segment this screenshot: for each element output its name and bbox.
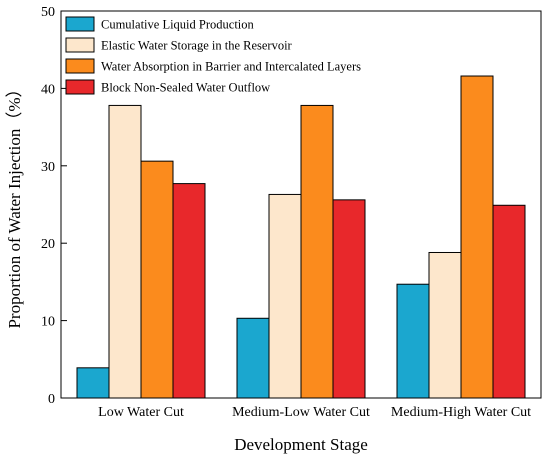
bar-1-2 bbox=[236, 317, 270, 399]
bar-3-2 bbox=[300, 104, 334, 399]
bar-1-1 bbox=[76, 367, 110, 399]
legend-label-2: Elastic Water Storage in the Reservoir bbox=[101, 39, 293, 53]
y-tick-label: 50 bbox=[41, 5, 55, 20]
legend: Cumulative Liquid Production Elastic Wate… bbox=[65, 16, 361, 95]
legend-swatch-1 bbox=[65, 16, 95, 32]
y-tick-label: 20 bbox=[41, 237, 55, 252]
y-tick-label: 30 bbox=[41, 160, 55, 175]
legend-swatch-4 bbox=[65, 79, 95, 95]
axes-layer: Low Water Cut Medium-Low Water Cut Medium-… bbox=[41, 5, 531, 420]
x-tick-label: Medium-High Water Cut bbox=[391, 405, 531, 420]
bar-3-1 bbox=[140, 160, 174, 399]
bar-3-3 bbox=[460, 75, 494, 399]
x-tick-label: Medium-Low Water Cut bbox=[232, 405, 370, 420]
x-tick-label: Low Water Cut bbox=[98, 405, 184, 420]
legend-swatch-2 bbox=[65, 37, 95, 53]
x-axis-title: Development Stage bbox=[234, 435, 368, 454]
plot-frame bbox=[60, 10, 542, 399]
bar-2-3 bbox=[428, 251, 462, 399]
bar-1-3 bbox=[396, 283, 430, 399]
bar-4-2 bbox=[332, 199, 366, 399]
legend-label-4: Block Non-Sealed Water Outflow bbox=[101, 81, 270, 95]
legend-label-3: Water Absorption in Barrier and Intercal… bbox=[101, 60, 361, 74]
y-axis-title: Proportion of Water Injection（%） bbox=[5, 80, 24, 328]
y-tick-label: 10 bbox=[41, 315, 55, 330]
legend-label-1: Cumulative Liquid Production bbox=[101, 18, 255, 32]
legend-swatch-3 bbox=[65, 58, 95, 74]
bar-2-1 bbox=[108, 104, 142, 399]
bar-2-2 bbox=[268, 193, 302, 399]
y-tick-label: 40 bbox=[41, 82, 55, 97]
bar-4-1 bbox=[172, 183, 206, 399]
bar-4-3 bbox=[492, 204, 526, 399]
y-tick-label: 0 bbox=[48, 392, 55, 407]
bars-layer bbox=[76, 75, 526, 399]
